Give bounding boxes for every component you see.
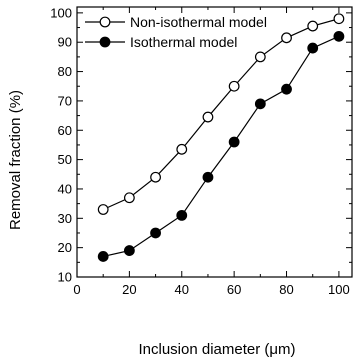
legend-label: Non-isothermal model <box>130 14 267 30</box>
y-tick-label: 20 <box>58 240 72 255</box>
x-axis-title: Inclusion diameter (μm) <box>138 341 295 358</box>
series-line <box>102 18 340 211</box>
data-point <box>202 111 214 123</box>
y-tick-label: 90 <box>58 35 72 50</box>
x-tick-label: 40 <box>175 282 189 297</box>
tick-labels: 0 20 40 60 80 100 10 20 30 40 50 60 70 80 90 100 <box>50 5 349 297</box>
y-axis-title: Removal fraction (%) <box>7 90 24 230</box>
data-point <box>281 32 292 44</box>
data-point <box>150 227 161 239</box>
legend-item: Isothermal model <box>85 34 237 50</box>
data-point <box>97 251 109 262</box>
data-point <box>123 192 135 204</box>
series-2 <box>97 30 345 262</box>
data-point <box>307 42 319 54</box>
series-layer <box>97 13 345 262</box>
y-tick-label: 70 <box>58 93 72 108</box>
series-1 <box>97 13 345 215</box>
data-point <box>281 83 292 95</box>
legend-marker <box>99 16 111 28</box>
y-tick-label: 30 <box>58 211 72 226</box>
legend: Non-isothermal model Isothermal model <box>85 14 267 50</box>
data-point <box>307 20 319 32</box>
legend-marker <box>99 36 111 48</box>
y-tick-label: 60 <box>58 123 72 138</box>
data-point <box>97 204 109 215</box>
x-tick-label: 20 <box>122 282 136 297</box>
data-point <box>254 98 266 110</box>
data-point <box>176 143 188 155</box>
y-tick-label: 10 <box>58 270 72 285</box>
plot-border <box>76 6 353 278</box>
data-point <box>228 136 240 148</box>
plot-frame <box>76 6 353 278</box>
x-tick-label: 60 <box>227 282 241 297</box>
data-point <box>333 13 345 25</box>
y-tick-label: 40 <box>58 181 72 196</box>
y-tick-label: 100 <box>50 5 72 20</box>
x-tick-label: 0 <box>73 282 80 297</box>
data-point <box>228 80 240 92</box>
data-point <box>123 245 135 256</box>
x-tick-label: 80 <box>279 282 293 297</box>
x-tick-label: 100 <box>328 282 350 297</box>
data-point <box>333 30 345 42</box>
data-point <box>176 209 188 221</box>
data-point <box>150 171 161 183</box>
series-line <box>103 35 340 258</box>
axis-ticks <box>76 7 352 278</box>
y-tick-label: 80 <box>58 64 72 79</box>
data-point <box>202 171 214 183</box>
legend-item: Non-isothermal model <box>85 14 267 30</box>
data-point <box>254 51 266 63</box>
y-tick-label: 50 <box>58 152 72 167</box>
legend-label: Isothermal model <box>130 34 237 50</box>
